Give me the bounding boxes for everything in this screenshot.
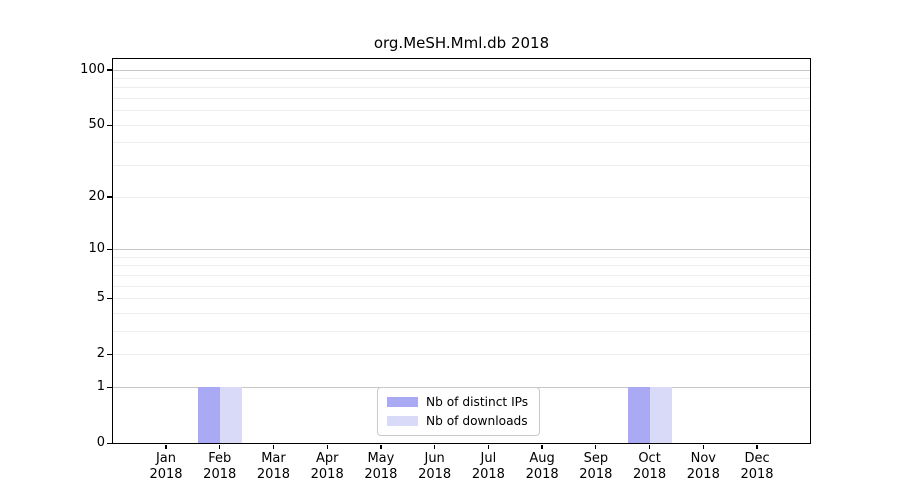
x-tick-sep (595, 444, 597, 449)
x-tick-label-jul: Jul 2018 (460, 451, 516, 483)
gridline-30 (113, 165, 810, 167)
y-tick-20 (107, 196, 112, 198)
gridline-90 (113, 77, 810, 79)
x-tick-label-nov: Nov 2018 (675, 451, 731, 483)
gridline-80 (113, 87, 810, 89)
x-tick-year: 2018 (149, 467, 183, 482)
legend-swatch-distinct-ips-icon (387, 396, 418, 408)
y-tick-label-100: 100 (80, 61, 105, 77)
x-tick-label-mar: Mar 2018 (245, 451, 301, 483)
x-tick-jul (487, 444, 490, 449)
x-tick-year: 2018 (579, 467, 613, 482)
bar-oct-ips (627, 387, 650, 444)
legend: Nb of distinct IPs Nb of downloads (377, 387, 540, 436)
gridline-100 (113, 69, 810, 71)
gridline-8 (113, 265, 810, 267)
gridline-20 (113, 196, 810, 198)
gridline-5 (113, 297, 810, 299)
y-tick-label-1: 1 (96, 378, 105, 394)
x-tick-apr (326, 444, 328, 449)
y-tick-2 (107, 353, 112, 356)
x-tick-label-jun: Jun 2018 (407, 451, 463, 483)
x-tick-month: Jun (424, 451, 445, 466)
x-tick-month: Mar (261, 451, 286, 466)
chart-title: org.MeSH.Mml.db 2018 (373, 34, 550, 52)
legend-item-distinct-ips: Nb of distinct IPs (387, 395, 539, 409)
y-tick-50 (107, 124, 112, 126)
x-tick-label-oct: Oct 2018 (622, 451, 678, 483)
x-tick-nov (702, 444, 704, 449)
bar-feb-ips (197, 387, 220, 444)
x-tick-label-aug: Aug 2018 (514, 451, 570, 483)
legend-label-distinct-ips: Nb of distinct IPs (426, 395, 529, 409)
gridline-6 (113, 285, 810, 287)
y-tick-label-50: 50 (88, 116, 105, 132)
y-tick-label-20: 20 (88, 188, 105, 204)
x-tick-year: 2018 (471, 467, 505, 482)
gridline-3 (113, 330, 810, 332)
gridline-60 (113, 110, 810, 112)
x-tick-year: 2018 (525, 467, 559, 482)
legend-label-downloads: Nb of downloads (426, 414, 528, 428)
y-tick-0 (107, 442, 112, 445)
y-tick-1 (107, 386, 112, 389)
gridline-40 (113, 142, 810, 144)
x-tick-month: Aug (529, 451, 555, 466)
gridline-70 (113, 98, 810, 100)
y-tick-5 (107, 297, 112, 300)
x-tick-mar (272, 444, 275, 449)
x-tick-year: 2018 (686, 467, 720, 482)
x-tick-aug (541, 444, 543, 449)
y-tick-100 (107, 69, 112, 71)
bar-oct-downloads (649, 387, 672, 444)
x-tick-month: Dec (744, 451, 770, 466)
x-tick-month: Feb (208, 451, 232, 466)
x-tick-jan (165, 444, 167, 449)
y-tick-label-0: 0 (96, 435, 105, 450)
x-tick-year: 2018 (310, 467, 344, 482)
x-tick-year: 2018 (633, 467, 667, 482)
y-tick-label-2: 2 (96, 346, 105, 362)
x-tick-label-feb: Feb 2018 (192, 451, 248, 483)
x-tick-jun (434, 444, 436, 449)
x-tick-year: 2018 (740, 467, 774, 482)
bar-feb-downloads (219, 387, 242, 444)
x-tick-label-may: May 2018 (353, 451, 409, 483)
y-tick-label-5: 5 (96, 289, 105, 305)
x-tick-oct (648, 444, 651, 449)
x-tick-label-sep: Sep 2018 (568, 451, 624, 483)
gridline-50 (113, 124, 810, 126)
x-tick-year: 2018 (418, 467, 452, 482)
gridline-9 (113, 256, 810, 258)
x-tick-month: May (367, 451, 395, 466)
gridline-4 (113, 312, 810, 314)
x-tick-year: 2018 (256, 467, 290, 482)
y-tick-10 (107, 248, 112, 251)
x-tick-label-jan: Jan 2018 (138, 451, 194, 483)
legend-swatch-downloads-icon (387, 415, 418, 427)
x-tick-year: 2018 (203, 467, 237, 482)
x-tick-month: Apr (315, 451, 339, 466)
gridline-10 (113, 248, 810, 250)
x-tick-month: Sep (583, 451, 609, 466)
legend-item-downloads: Nb of downloads (387, 414, 539, 428)
x-tick-feb (219, 444, 221, 449)
gridline-2 (113, 354, 810, 356)
gridline-7 (113, 274, 810, 276)
x-tick-month: Jan (155, 451, 177, 466)
x-tick-year: 2018 (364, 467, 398, 482)
x-tick-may (380, 444, 382, 449)
y-tick-label-10: 10 (88, 240, 105, 256)
x-tick-month: Jul (480, 451, 497, 466)
x-tick-label-dec: Dec 2018 (729, 451, 785, 483)
x-tick-label-apr: Apr 2018 (299, 451, 355, 483)
x-tick-month: Oct (638, 451, 661, 466)
x-tick-month: Nov (690, 451, 716, 466)
x-tick-dec (756, 444, 758, 449)
